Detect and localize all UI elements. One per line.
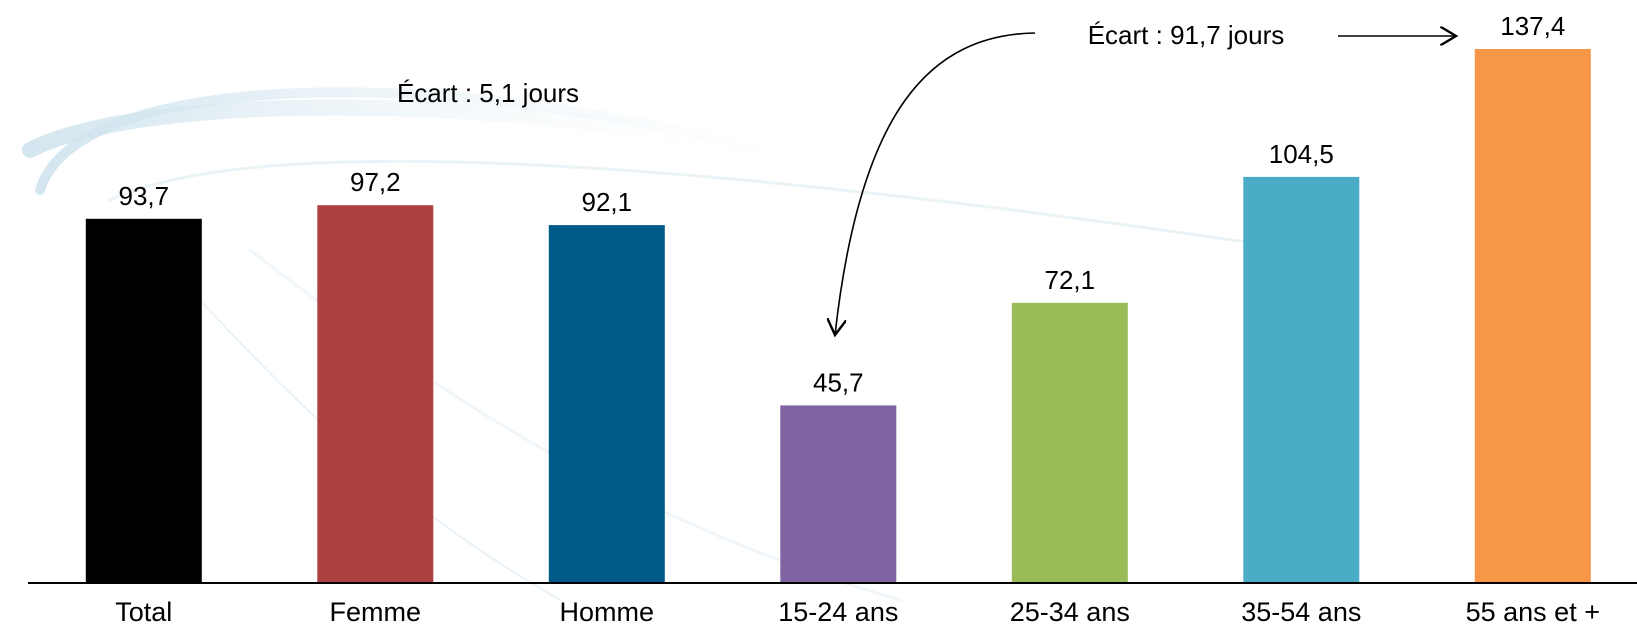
arrow-to-youngest-icon xyxy=(835,32,1036,335)
value-label-6: 104,5 xyxy=(1269,139,1334,169)
category-labels-group: Total Femme Homme 15-24 ans 25-34 ans 35-54 a… xyxy=(115,597,1600,627)
bar-2 xyxy=(317,205,434,583)
category-label-1: Total xyxy=(115,597,172,627)
value-label-5: 72,1 xyxy=(1044,265,1095,295)
category-label-4: 15-24 ans xyxy=(778,597,898,627)
category-label-6: 35-54 ans xyxy=(1241,597,1361,627)
value-label-2: 97,2 xyxy=(350,167,401,197)
bar-4 xyxy=(780,405,897,583)
bars-group xyxy=(85,49,1591,584)
bar-5 xyxy=(1011,302,1128,583)
value-label-4: 45,7 xyxy=(813,367,864,397)
category-label-7: 55 ans et + xyxy=(1466,597,1600,627)
bar-3 xyxy=(548,225,665,583)
category-label-2: Femme xyxy=(330,597,422,627)
bar-6 xyxy=(1243,176,1360,583)
category-label-5: 25-34 ans xyxy=(1010,597,1130,627)
value-label-1: 93,7 xyxy=(118,181,169,211)
value-label-7: 137,4 xyxy=(1500,11,1565,41)
annotation-age-gap: Écart : 91,7 jours xyxy=(1088,20,1285,50)
value-label-3: 92,1 xyxy=(581,187,632,217)
bar-7 xyxy=(1474,49,1591,583)
category-label-3: Homme xyxy=(560,597,655,627)
annotation-gender-gap: Écart : 5,1 jours xyxy=(397,78,579,108)
bar-1 xyxy=(85,218,202,584)
value-labels-group: 93,7 97,2 92,1 45,7 72,1 104,5 137,4 xyxy=(118,11,1565,397)
